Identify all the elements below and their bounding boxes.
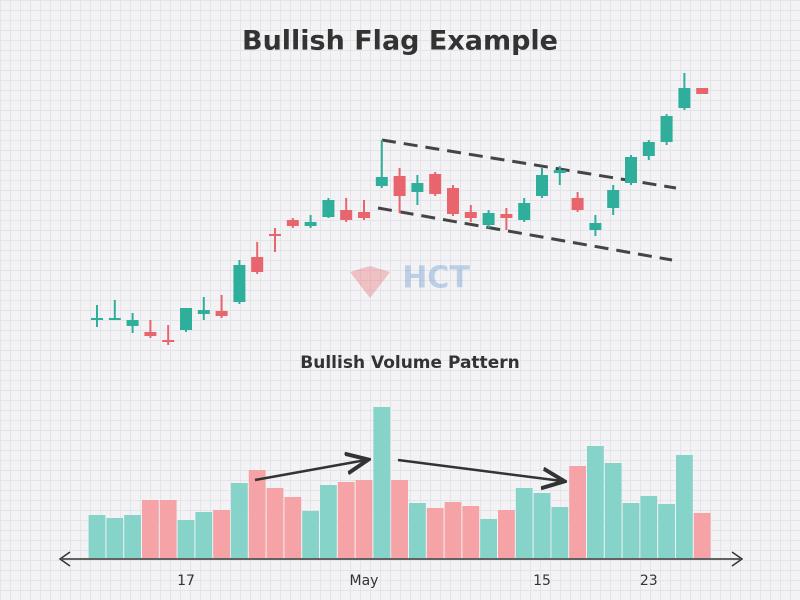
volume-bar — [231, 483, 248, 558]
candle-body — [233, 265, 246, 302]
x-tick-label: May — [350, 573, 379, 589]
candle-body — [304, 222, 317, 226]
volume-bar — [409, 503, 426, 558]
volume-bar — [355, 480, 373, 558]
candle-body — [660, 116, 673, 142]
x-tick-label: 23 — [640, 573, 658, 589]
volume-bar — [373, 407, 391, 558]
x-tick-label: 15 — [533, 573, 551, 589]
volume-bar — [284, 497, 302, 558]
candle-body — [625, 157, 637, 183]
volume-bar — [462, 506, 480, 558]
candle-body — [180, 308, 192, 330]
volume-bar — [676, 455, 693, 558]
candle-body — [429, 174, 442, 194]
volume-bar — [124, 515, 141, 558]
candle-body — [393, 176, 406, 196]
volume-bar — [337, 482, 355, 558]
volume-bar — [426, 508, 444, 558]
volume-bar — [106, 518, 124, 558]
volume-bar — [640, 496, 658, 558]
candle-body — [571, 198, 584, 210]
candle-body — [286, 220, 299, 226]
candle-body — [464, 212, 477, 218]
candle-body — [144, 332, 157, 336]
candle-body — [108, 318, 121, 320]
candle-body — [197, 310, 210, 314]
axis-arrows — [58, 551, 744, 567]
volume-bar — [320, 485, 337, 558]
volume-bar — [658, 504, 675, 558]
volume-bar — [142, 500, 159, 558]
candle-body — [518, 203, 531, 220]
flag-lower-line — [377, 206, 673, 262]
candle-body — [589, 223, 602, 230]
volume-bar — [693, 513, 711, 558]
candle-body — [696, 88, 709, 94]
watermark-logo: HCT — [350, 261, 470, 298]
volume-bar — [498, 510, 515, 558]
candle-body — [553, 170, 566, 173]
candle-body — [642, 142, 655, 156]
candle-body — [375, 177, 388, 186]
watermark: HCT — [402, 261, 470, 296]
candle-body — [340, 210, 353, 220]
x-tick-label: 17 — [177, 573, 195, 589]
volume-bar — [480, 519, 497, 558]
chart-title: Bullish Flag Example — [242, 26, 558, 57]
volume-bar — [551, 507, 569, 558]
candle-body — [251, 257, 264, 272]
candle-body — [215, 311, 228, 316]
volume-bar — [88, 515, 106, 558]
volume-bar — [587, 446, 604, 558]
volume-bar — [533, 493, 551, 558]
candle-body — [162, 340, 175, 342]
volume-arrow — [254, 460, 366, 482]
volume-bar — [622, 503, 640, 558]
candle-body — [269, 234, 281, 236]
candle-body — [91, 318, 103, 320]
candle-body — [482, 213, 495, 225]
volume-bar — [248, 470, 266, 558]
volume-bar — [569, 466, 586, 558]
volume-bar — [213, 510, 230, 558]
volume-bar — [444, 502, 462, 558]
volume-bar — [266, 488, 284, 558]
candle-body — [358, 212, 370, 218]
volume-bar — [391, 480, 408, 558]
candle-body — [411, 183, 424, 192]
volume-bar — [195, 512, 213, 558]
candle-body — [607, 190, 620, 208]
volume-bar — [604, 463, 622, 558]
candle-body — [126, 320, 139, 326]
volume-bar — [302, 511, 319, 558]
candle-body — [322, 200, 335, 217]
volume-bar — [515, 488, 533, 558]
candle-body — [536, 175, 548, 196]
volume-bar — [159, 500, 177, 558]
candle-body — [678, 88, 691, 108]
volume-bar — [177, 520, 195, 558]
candle-body — [500, 214, 513, 218]
candle-body — [447, 188, 459, 214]
volume-arrow — [397, 458, 562, 481]
volume-title: Bullish Volume Pattern — [300, 353, 519, 373]
